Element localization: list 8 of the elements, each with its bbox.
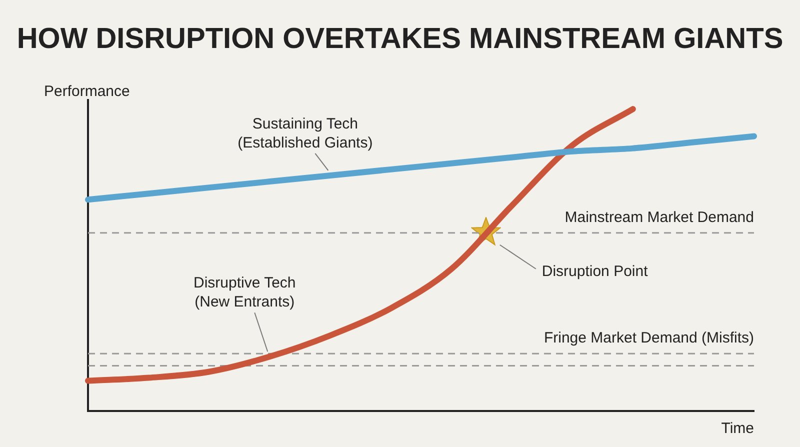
y-axis-title: Performance [44,83,130,100]
ref-line-label: Mainstream Market Demand [564,208,754,226]
series-label: Sustaining Tech (Established Giants) [238,115,373,152]
ref-line-label: Fringe Market Demand (Misfits) [544,330,754,347]
x-axis-title: Time [721,420,754,437]
annotation: Disruption Point [542,262,649,280]
chart-title: HOW DISRUPTION OVERTAKES MAINSTREAM GIANTS [16,23,784,55]
text: Disruptive Tech (New Entrants) [193,274,296,311]
